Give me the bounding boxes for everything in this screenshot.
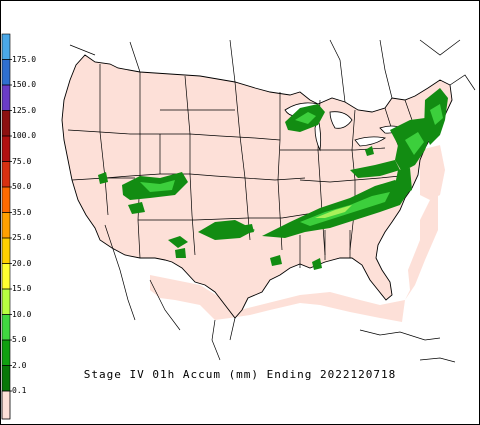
legend-label: 2.0 [12,360,27,370]
precip-patch [270,255,282,266]
precip-patch [312,258,322,270]
map-title: Stage IV 01h Accum (mm) Ending 202212071… [83,368,397,381]
legend-ticks [2,59,12,392]
precip-patch [405,132,424,155]
legend-label: 50.0 [12,182,32,191]
legend-swatch [2,34,10,60]
legend-swatch [2,85,10,111]
country-outlines [69,39,476,363]
legend-swatch [2,314,10,340]
legend-swatch [2,212,10,238]
precip-patch [198,220,255,240]
legend-label: 175.0 [12,54,37,64]
legend-label: 25.0 [12,233,32,242]
legend-outline [1,33,11,420]
precip-patch [430,104,443,125]
coverage-gulf [150,195,438,322]
legend-base-swatch [1,390,11,420]
legend-swatch [2,161,10,187]
legend-swatch [2,59,10,85]
legend-colorbar [1,33,11,420]
legend-swatch [2,365,10,391]
precip-patch [365,146,374,156]
legend-swatch [2,263,10,289]
legend-swatch [2,340,10,366]
legend-swatch [2,238,10,264]
legend-label: 100.0 [12,131,37,140]
legend-label: 150.0 [12,80,37,89]
precip-patch [395,168,412,196]
legend-label: 10.0 [12,309,32,319]
legend-label: 20.0 [12,258,32,268]
legend-label: 5.0 [12,335,27,344]
precip-patch [315,205,352,218]
legend-label: 15.0 [12,284,32,293]
precip-patch [295,112,316,124]
legend-label: 0.1 [12,386,27,395]
legend-swatch [2,110,10,136]
precip-patch [350,160,400,178]
legend-swatch [2,289,10,315]
precip-patch [240,224,254,234]
precip-patch [98,172,108,184]
precip-patch [140,180,175,192]
precip-patch [175,248,186,258]
precip-patch [168,236,188,248]
coverage-area [150,145,445,322]
legend-swatch [2,136,10,162]
legend-label: 35.0 [12,207,32,217]
legend-label: 125.0 [12,105,37,115]
precip-patches [98,88,448,270]
legend-swatch [2,187,10,213]
precip-patch [128,202,145,214]
legend-label: 75.0 [12,156,32,166]
coverage-east [420,145,445,200]
